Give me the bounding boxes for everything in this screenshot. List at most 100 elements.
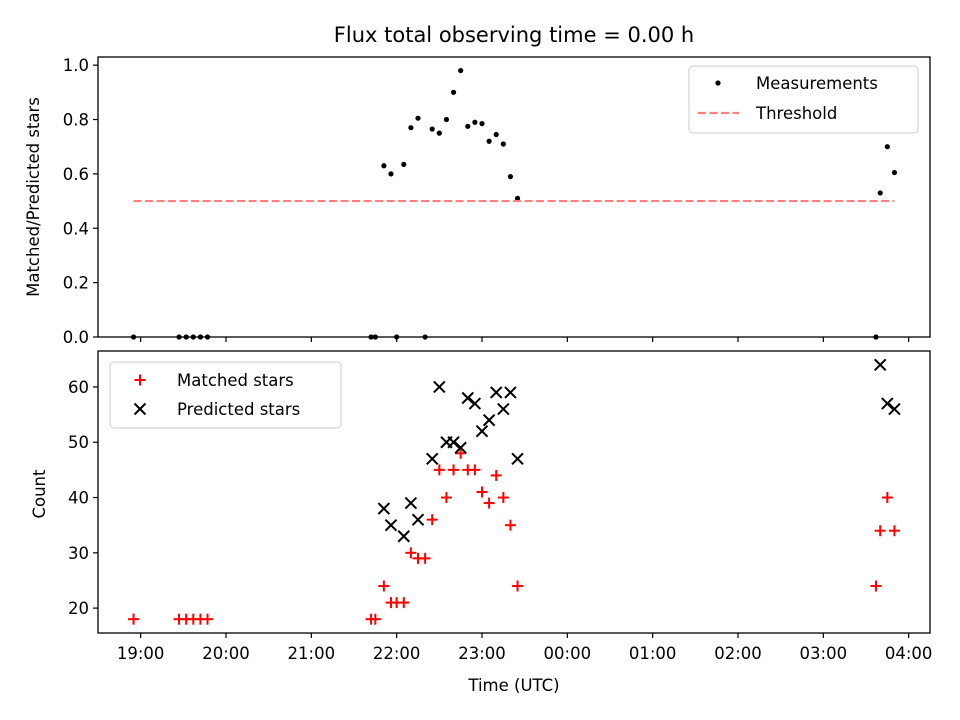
- marker-stroke: [397, 530, 410, 543]
- matched-star-point: [398, 597, 410, 609]
- marker-stroke: [468, 397, 482, 410]
- x-tick-label: 00:00: [544, 644, 592, 663]
- predicted-star-point: [475, 424, 489, 438]
- measurement-point: [458, 67, 464, 74]
- marker-stroke: [881, 397, 894, 410]
- predicted-star-point: [461, 391, 474, 405]
- matched-star-point: [497, 492, 509, 504]
- y-tick-label: 0.2: [63, 274, 89, 293]
- marker-stroke: [404, 496, 418, 510]
- y-tick-label: 30: [68, 544, 89, 563]
- matched-star-point: [870, 580, 882, 592]
- measurement-point: [436, 130, 442, 136]
- y-tick-label: 40: [68, 489, 89, 508]
- measurement-point: [500, 141, 506, 147]
- predicted-star-point: [881, 397, 894, 410]
- matched-star-point: [433, 464, 445, 476]
- marker-stroke: [511, 452, 524, 466]
- y-tick-label: 50: [68, 433, 89, 452]
- y-tick-label: 20: [68, 599, 89, 618]
- measurement-point: [388, 171, 394, 177]
- measurement-point: [486, 138, 492, 144]
- x-tick-label: 04:00: [885, 644, 933, 663]
- top-legend: Measurements Threshold: [688, 65, 919, 134]
- y-tick-label: 0.4: [63, 219, 89, 238]
- matched-star-point: [490, 469, 502, 481]
- measurement-point: [891, 169, 898, 176]
- x-tick-label: 21:00: [288, 644, 336, 663]
- measurement-point: [514, 195, 521, 201]
- predicted-star-point: [874, 358, 887, 372]
- y-tick-label: 0.6: [63, 165, 89, 184]
- predicted-star-point: [433, 380, 446, 394]
- predicted-star-point: [888, 402, 901, 416]
- predicted-star-point: [384, 518, 398, 532]
- marker-stroke: [133, 402, 147, 416]
- chart-title: Flux total observing time = 0.00 h: [334, 23, 694, 47]
- marker-stroke: [454, 441, 467, 454]
- matched-star-point: [426, 514, 438, 526]
- matched-star-point: [448, 464, 460, 476]
- matched-star-point: [512, 580, 524, 592]
- bottom-legend: Matched stars Predicted stars: [109, 361, 342, 429]
- marker-stroke: [461, 391, 474, 405]
- predicted-star-point: [497, 402, 510, 416]
- legend-marker-predicted: [133, 402, 147, 416]
- marker-stroke: [447, 436, 460, 449]
- x-tick-label: 02:00: [714, 644, 762, 663]
- x-tick-label: 20:00: [202, 644, 250, 663]
- marker-stroke: [475, 424, 489, 438]
- top-panel: 0.0 0.2 0.4 0.6 0.8 1.0 Measurements Threshold: [63, 56, 931, 347]
- predicted-star-point: [426, 452, 439, 466]
- matched-star-point: [405, 547, 417, 559]
- marker-stroke: [384, 518, 398, 532]
- legend-marker-measurements: [715, 80, 721, 86]
- predicted-star-point: [447, 436, 460, 449]
- marker-stroke: [411, 513, 425, 526]
- plot-frame: [97, 56, 931, 338]
- legend-label-matched: Matched stars: [177, 371, 294, 390]
- matched-star-point: [128, 613, 140, 625]
- measurement-point: [429, 126, 435, 132]
- measurement-point: [381, 163, 387, 169]
- marker-stroke: [504, 386, 517, 399]
- matched-star-point: [469, 464, 481, 476]
- bottom-panel: 20 30 40 50 60 19:00 20:00 21:00 22:00 23:00 00:00…: [68, 350, 933, 663]
- matched-star-point: [455, 447, 467, 459]
- matched-star-point: [476, 486, 488, 498]
- matched-star-point: [419, 552, 431, 564]
- matched-star-point: [874, 525, 886, 537]
- predicted-star-point: [411, 513, 425, 526]
- bottom-y-axis-label: Count: [30, 469, 49, 519]
- x-tick-label: 22:00: [373, 644, 421, 663]
- measurement-point: [443, 116, 450, 123]
- x-tick-label: 01:00: [629, 644, 677, 663]
- predicted-star-point: [454, 441, 467, 454]
- legend-label-measurements: Measurements: [756, 74, 878, 93]
- matched-star-point: [440, 492, 452, 504]
- measurement-point: [884, 144, 890, 150]
- marker-stroke: [490, 386, 503, 399]
- measurement-point: [450, 89, 457, 95]
- matched-star-point: [369, 613, 381, 625]
- legend-label-threshold: Threshold: [755, 104, 837, 123]
- x-tick-label: 23:00: [458, 644, 506, 663]
- matched-star-point: [202, 613, 214, 625]
- x-axis-label: Time (UTC): [467, 676, 559, 695]
- top-y-axis-label: Matched/Predicted stars: [24, 97, 43, 297]
- measurement-point: [507, 174, 514, 180]
- predicted-star-point: [397, 530, 410, 543]
- measurement-point: [401, 161, 407, 167]
- predicted-star-point: [482, 413, 496, 427]
- marker-stroke: [497, 402, 510, 416]
- predicted-star-point: [468, 397, 482, 410]
- y-tick-label: 0.8: [63, 111, 89, 130]
- measurement-point: [465, 123, 471, 129]
- y-tick-label: 0.0: [63, 328, 89, 347]
- legend-label-predicted: Predicted stars: [177, 400, 300, 419]
- marker-stroke: [426, 452, 439, 466]
- marker-stroke: [874, 358, 887, 372]
- matched-star-point: [504, 519, 516, 531]
- legend-marker-matched: [134, 374, 146, 386]
